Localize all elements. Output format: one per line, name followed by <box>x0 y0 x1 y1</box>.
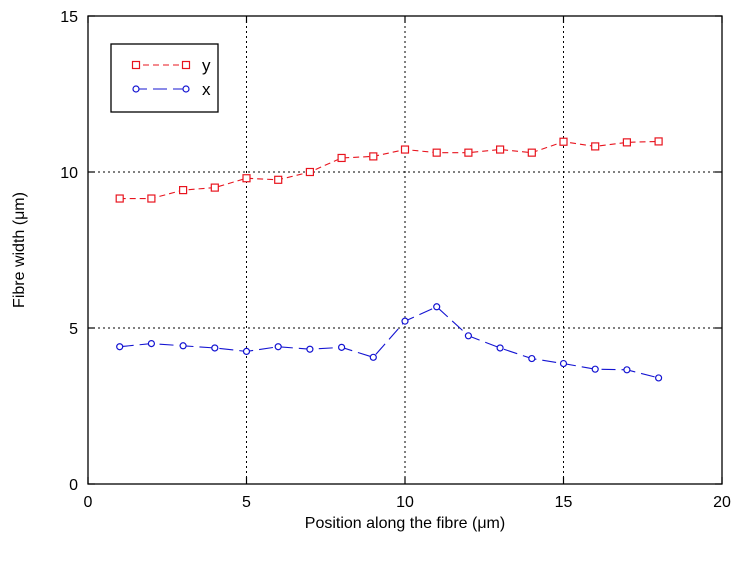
data-point-x <box>464 332 472 340</box>
data-point-x <box>433 303 441 311</box>
y-axis-label: Fibre width (μm) <box>11 192 28 308</box>
legend-box <box>110 43 219 113</box>
data-point-x <box>242 347 251 355</box>
x-tick-label: 20 <box>713 494 731 511</box>
x-tick-label: 5 <box>242 494 251 511</box>
data-point-y <box>591 142 600 151</box>
data-point-x <box>306 345 314 353</box>
data-point-y <box>654 137 663 146</box>
legend-marker <box>181 60 191 70</box>
data-point-y <box>305 167 314 177</box>
data-point-x <box>274 343 282 351</box>
x-tick-label: 10 <box>396 494 414 511</box>
data-point-x <box>591 365 599 373</box>
data-point-y <box>559 137 568 146</box>
x-tick-label: 15 <box>555 494 573 511</box>
legend-label: x <box>202 80 211 99</box>
data-point-y <box>400 145 410 154</box>
series-line-y <box>119 140 659 200</box>
data-point-x <box>654 374 663 382</box>
data-point-x <box>147 340 155 348</box>
series-line-x <box>119 306 659 379</box>
grid-lines <box>88 16 722 484</box>
y-tick-label: 5 <box>69 321 78 338</box>
data-point-y <box>622 138 632 147</box>
legend-marker <box>132 85 140 93</box>
data-point-x <box>496 344 504 352</box>
legend: yx <box>110 43 219 113</box>
series-y <box>115 137 663 203</box>
data-point-y <box>496 145 505 154</box>
axis-ticks: 0 5 10 15 20 0 5 10 15 <box>60 9 731 511</box>
data-point-y <box>527 148 536 157</box>
data-point-x <box>338 343 346 351</box>
data-point-y <box>147 194 156 203</box>
data-point-y <box>432 148 441 157</box>
data-point-y <box>115 194 124 203</box>
legend-marker <box>182 85 190 93</box>
data-point-y <box>369 152 378 161</box>
legend-label: y <box>202 56 211 75</box>
legend-item-x: x <box>132 80 211 99</box>
data-point-y <box>464 148 473 157</box>
data-point-y <box>179 185 188 195</box>
y-tick-label: 15 <box>60 9 78 26</box>
y-tick-label: 0 <box>69 477 78 494</box>
data-point-x <box>401 317 409 325</box>
data-point-y <box>242 174 251 183</box>
data-point-x <box>559 359 568 368</box>
data-point-y <box>337 153 346 163</box>
data-point-x <box>369 353 377 361</box>
data-point-x <box>528 354 536 363</box>
data-point-y <box>210 183 219 192</box>
legend-marker <box>131 60 141 70</box>
data-point-x <box>623 366 631 374</box>
data-point-y <box>274 175 283 184</box>
data-point-x <box>211 344 219 352</box>
series-x <box>116 303 663 382</box>
data-point-x <box>179 342 187 350</box>
legend-item-y: y <box>131 56 211 75</box>
y-tick-label: 10 <box>60 165 78 182</box>
x-tick-label: 0 <box>84 494 93 511</box>
series-group <box>115 137 663 382</box>
data-point-x <box>116 343 124 351</box>
x-axis-label: Position along the fibre (μm) <box>305 515 505 532</box>
